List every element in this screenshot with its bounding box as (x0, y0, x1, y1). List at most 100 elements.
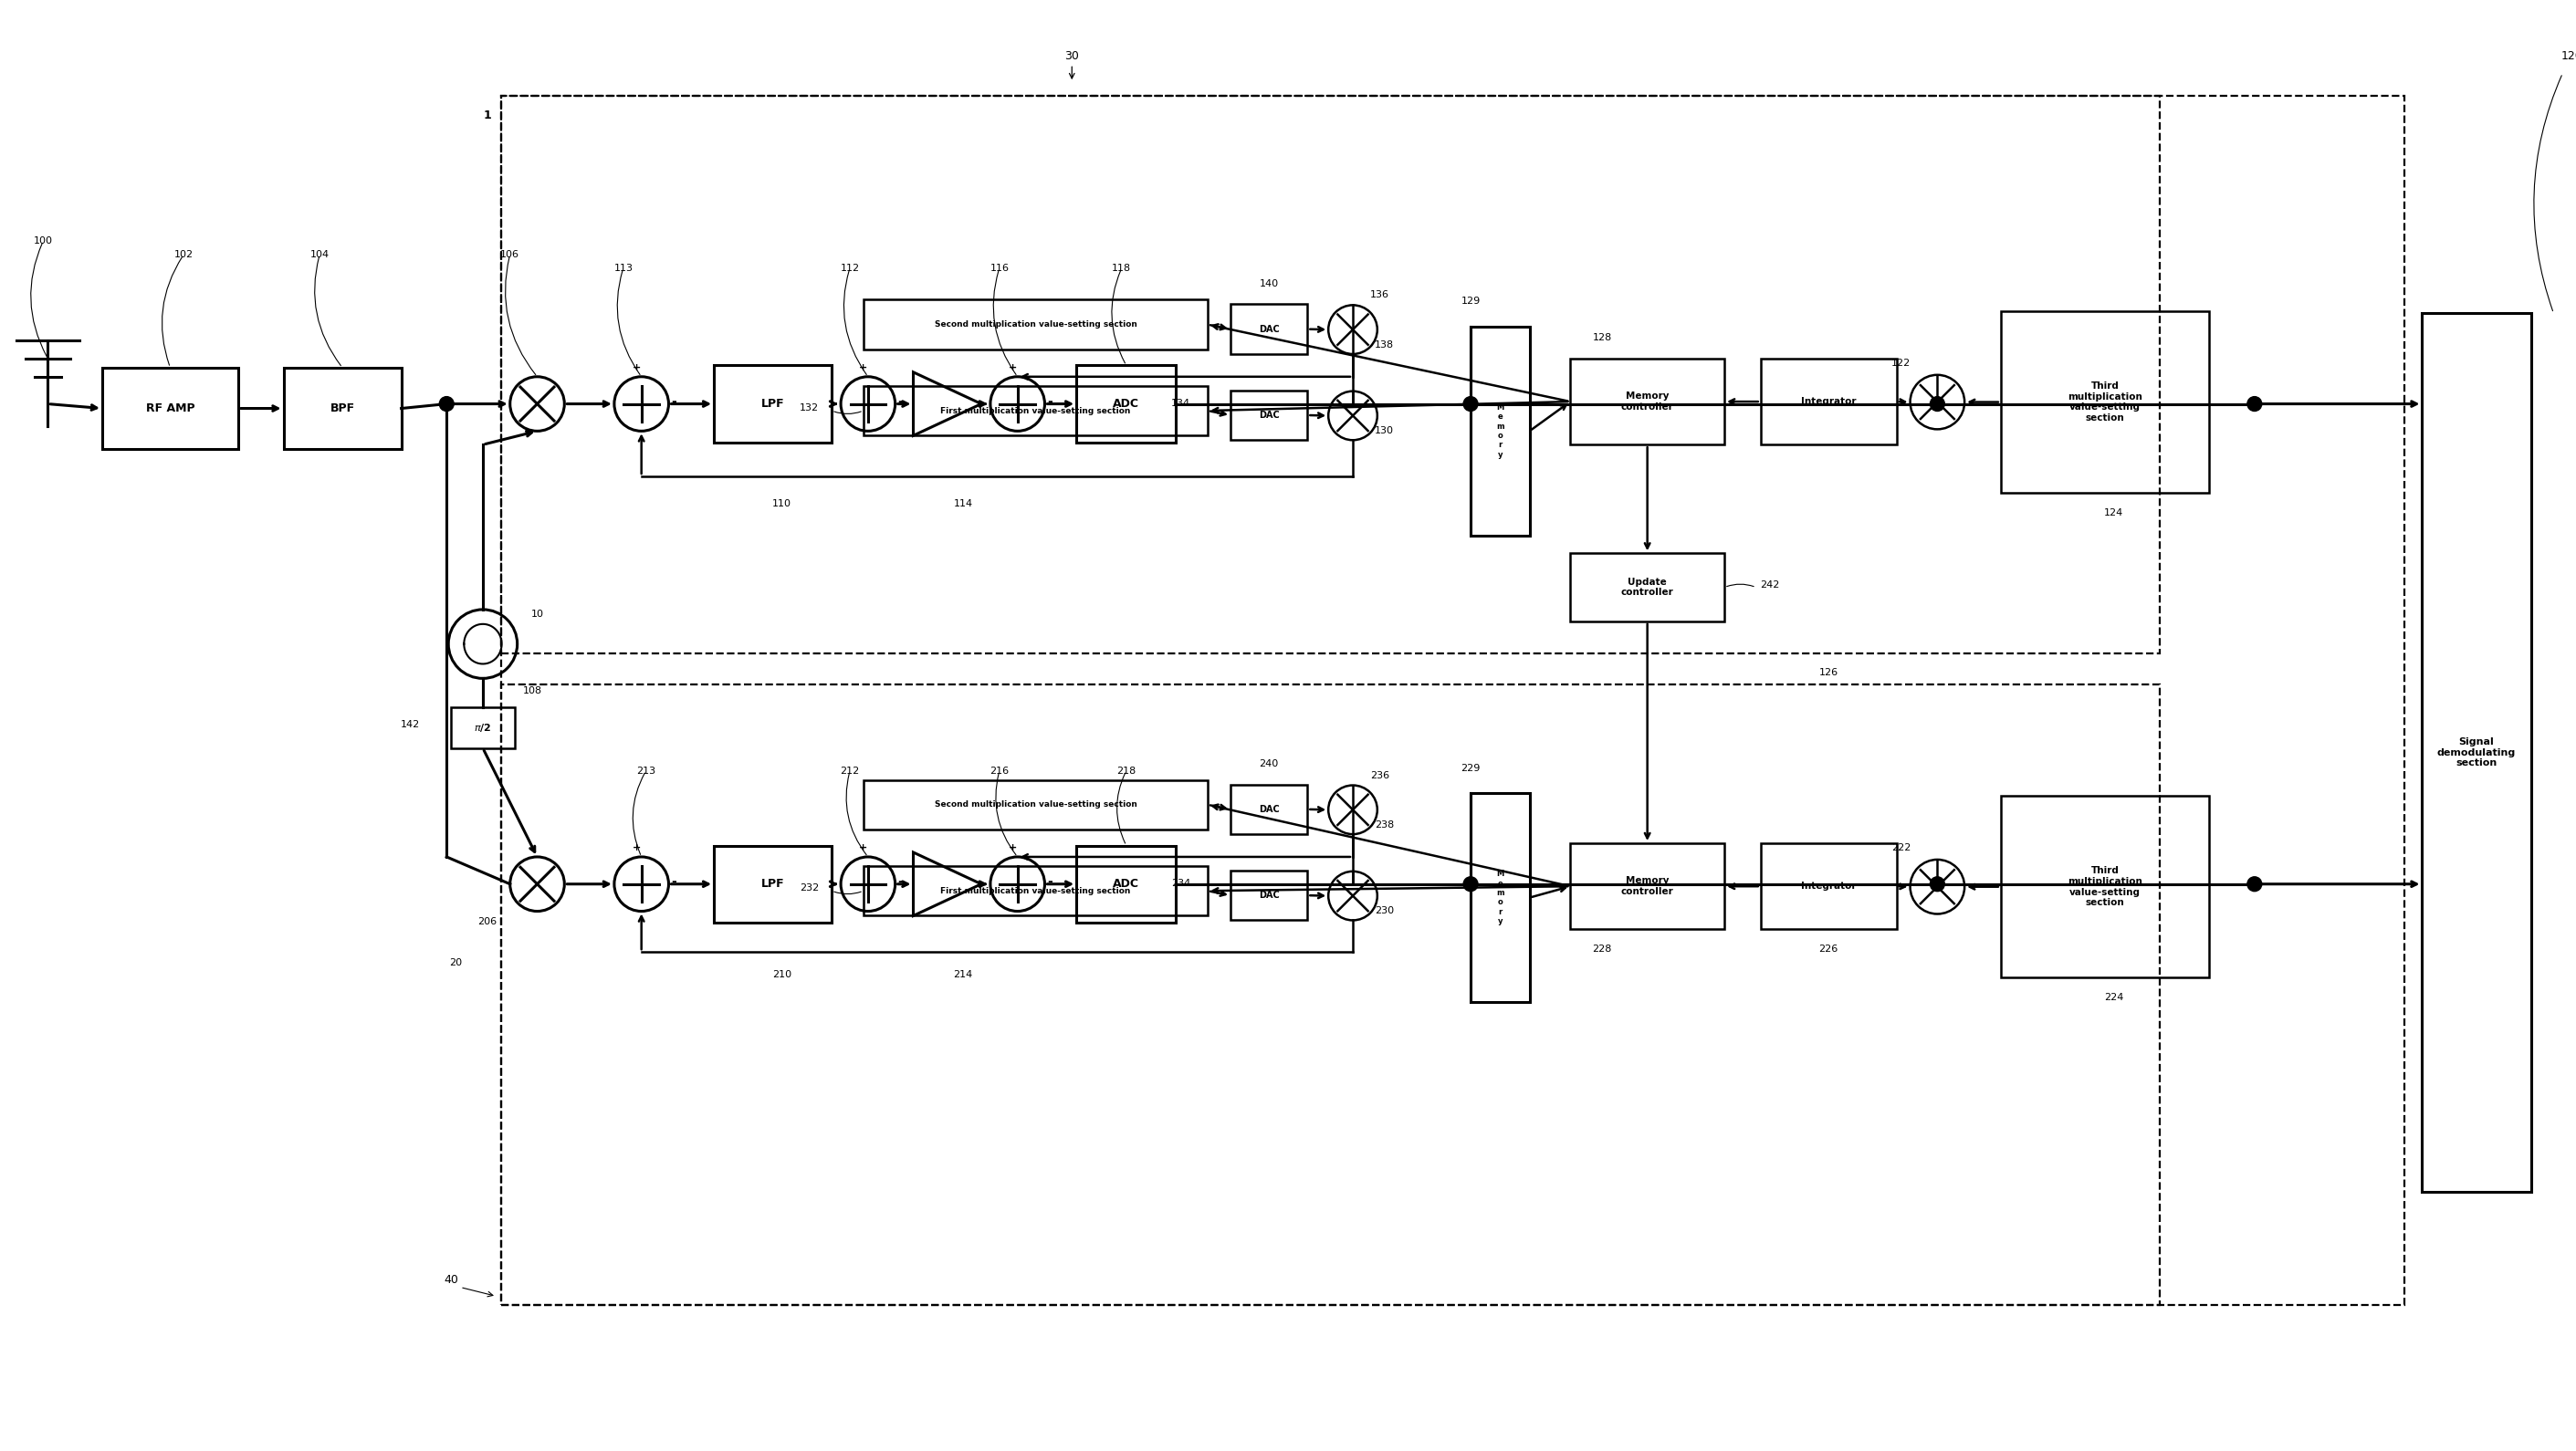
Circle shape (2246, 876, 2262, 891)
Text: 118: 118 (1113, 264, 1131, 273)
Text: First multiplication value-setting section: First multiplication value-setting secti… (940, 887, 1131, 895)
Text: 226: 226 (1819, 945, 1839, 953)
Text: Second multiplication value-setting section: Second multiplication value-setting sect… (935, 801, 1136, 808)
Bar (283, 367, 402, 450)
Text: 232: 232 (799, 884, 819, 892)
Text: 114: 114 (953, 499, 974, 508)
Bar (1231, 785, 1309, 834)
Text: RF AMP: RF AMP (147, 402, 196, 415)
Text: 10: 10 (531, 609, 544, 618)
Text: 136: 136 (1370, 290, 1388, 300)
Text: 134: 134 (1172, 399, 1190, 408)
Bar (1471, 794, 1530, 1001)
Text: -: - (899, 875, 904, 888)
Bar (1231, 871, 1309, 920)
Circle shape (1929, 876, 1945, 891)
Text: Signal
demodulating
section: Signal demodulating section (2437, 737, 2517, 768)
Text: 224: 224 (2105, 992, 2123, 1001)
Bar (2002, 312, 2210, 493)
Bar (863, 779, 1208, 830)
Text: -: - (899, 395, 904, 408)
Text: 100: 100 (33, 237, 54, 245)
Bar (1759, 843, 1896, 929)
Bar (500, 96, 2403, 1306)
Text: 112: 112 (840, 264, 860, 273)
Bar (1231, 305, 1309, 354)
Text: 20: 20 (448, 958, 461, 968)
Text: DAC: DAC (1260, 325, 1280, 334)
Text: 40: 40 (443, 1274, 459, 1286)
Text: 242: 242 (1759, 580, 1780, 589)
Text: DAC: DAC (1260, 411, 1280, 419)
Text: 129: 129 (1461, 297, 1481, 306)
Bar (500, 96, 2159, 653)
Text: 142: 142 (402, 721, 420, 730)
Text: 124: 124 (2105, 508, 2123, 517)
Text: +: + (860, 843, 868, 852)
Bar (714, 846, 832, 923)
Text: 240: 240 (1260, 759, 1278, 768)
Bar (1231, 390, 1309, 440)
Text: Memory
controller: Memory controller (1620, 876, 1674, 897)
Text: LPF: LPF (760, 398, 786, 409)
Bar (1077, 366, 1177, 443)
Text: +: + (860, 363, 868, 371)
Bar (863, 386, 1208, 435)
Circle shape (1929, 396, 1945, 411)
Bar (2421, 313, 2532, 1193)
Text: 126: 126 (1819, 669, 1839, 678)
Text: 108: 108 (523, 686, 544, 695)
Text: Second multiplication value-setting section: Second multiplication value-setting sect… (935, 321, 1136, 329)
Text: 213: 213 (636, 766, 657, 775)
Bar (714, 366, 832, 443)
Bar (863, 866, 1208, 916)
Text: M
e
m
o
r
y: M e m o r y (1497, 403, 1504, 459)
Text: 132: 132 (799, 403, 819, 412)
Bar (2002, 797, 2210, 978)
Circle shape (2246, 396, 2262, 411)
Text: 116: 116 (989, 264, 1010, 273)
Text: 1: 1 (484, 109, 492, 122)
Text: 110: 110 (773, 499, 791, 508)
Text: 228: 228 (1592, 945, 1613, 953)
Text: 128: 128 (1592, 334, 1613, 342)
Text: DAC: DAC (1260, 805, 1280, 814)
Text: -: - (672, 395, 677, 408)
Text: 130: 130 (1376, 427, 1394, 435)
Text: BPF: BPF (330, 402, 355, 415)
Text: ADC: ADC (1113, 398, 1139, 409)
Text: LPF: LPF (760, 878, 786, 889)
Text: M
e
m
o
r
y: M e m o r y (1497, 869, 1504, 926)
Text: 122: 122 (1891, 358, 1911, 367)
Circle shape (440, 396, 453, 411)
Bar (451, 708, 515, 749)
Text: Integrator: Integrator (1801, 882, 1857, 891)
Text: +: + (1010, 843, 1018, 852)
Text: 218: 218 (1115, 766, 1136, 775)
Text: 138: 138 (1376, 341, 1394, 350)
Bar (500, 685, 2159, 1306)
Text: 113: 113 (613, 264, 634, 273)
Bar (103, 367, 237, 450)
Bar (863, 300, 1208, 350)
Bar (1471, 326, 1530, 535)
Text: $\pi$/2: $\pi$/2 (474, 721, 492, 734)
Text: -: - (1048, 395, 1054, 408)
Text: 212: 212 (840, 766, 860, 775)
Text: 230: 230 (1376, 907, 1394, 916)
Text: +: + (634, 843, 641, 852)
Text: 234: 234 (1172, 879, 1190, 888)
Bar (1571, 843, 1723, 929)
Circle shape (1463, 396, 1479, 411)
Text: 238: 238 (1376, 821, 1394, 830)
Text: 214: 214 (953, 971, 974, 979)
Text: 140: 140 (1260, 279, 1278, 287)
Text: -: - (1048, 875, 1054, 888)
Text: 120: 120 (2561, 51, 2576, 62)
Text: 236: 236 (1370, 770, 1388, 779)
Bar (1759, 358, 1896, 444)
Bar (1571, 553, 1723, 621)
Bar (1571, 358, 1723, 444)
Text: 102: 102 (175, 250, 193, 258)
Text: -: - (672, 875, 677, 888)
